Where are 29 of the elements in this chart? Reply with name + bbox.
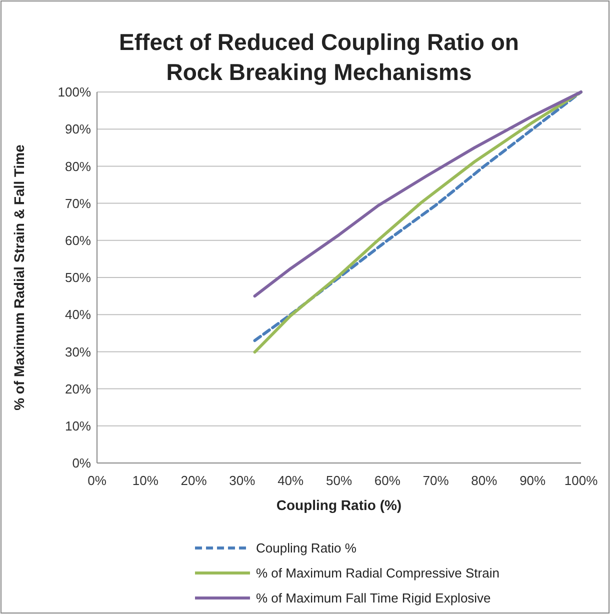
x-tick-label: 100% xyxy=(564,473,598,488)
legend-label: Coupling Ratio % xyxy=(256,540,357,556)
x-axis-title: Coupling Ratio (%) xyxy=(276,497,402,513)
y-tick-label: 0% xyxy=(72,456,92,471)
y-tick-label: 100% xyxy=(58,84,92,100)
y-tick-label: 40% xyxy=(64,307,92,322)
y-tick-label: 60% xyxy=(64,232,92,248)
x-tick-label: 70% xyxy=(422,473,450,488)
x-tick-label: 10% xyxy=(132,473,159,488)
x-tick-label: 90% xyxy=(520,473,546,488)
x-tick-label: 30% xyxy=(229,473,256,488)
x-tick-label: 50% xyxy=(326,473,352,488)
line-series xyxy=(253,90,582,298)
y-tick-label: 50% xyxy=(64,270,92,286)
y-tick-label: 90% xyxy=(64,122,92,137)
y-tick-label: 10% xyxy=(64,418,92,434)
y-tick-label: 30% xyxy=(64,344,92,360)
legend-label: % of Maximum Radial Compressive Strain xyxy=(256,566,500,581)
x-tick-label: 80% xyxy=(471,473,498,488)
x-tick-label: 0% xyxy=(88,473,107,488)
x-tick-label: 20% xyxy=(180,473,208,488)
y-tick-label: 70% xyxy=(64,196,92,211)
y-axis-title: % of Maximum Radial Strain & Fall Time xyxy=(11,144,27,410)
y-tick-label: 20% xyxy=(64,381,92,396)
x-tick-label: 40% xyxy=(278,473,304,488)
x-tick-label: 60% xyxy=(374,473,401,488)
y-tick-label: 80% xyxy=(64,158,92,174)
legend-label: % of Maximum Fall Time Rigid Explosive xyxy=(256,590,491,606)
chart-title: Effect of Reduced Coupling Ratio on Rock Breaking Mechanisms xyxy=(119,29,519,85)
